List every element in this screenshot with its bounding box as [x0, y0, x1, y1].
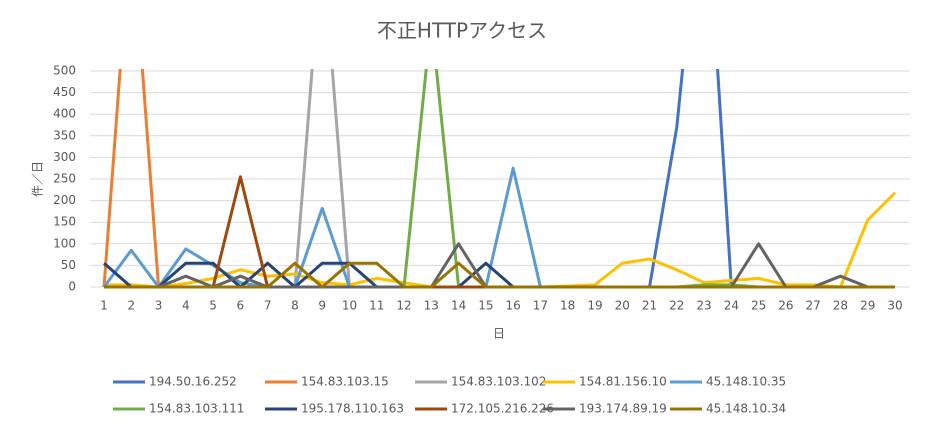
x-tick-label: 13 — [424, 299, 439, 313]
series-line — [104, 261, 895, 289]
y-axis-label: 件／日 — [31, 161, 45, 197]
legend-label: 154.83.103.111 — [149, 402, 244, 416]
y-tick-label: 500 — [53, 64, 76, 78]
x-tick-label: 12 — [396, 299, 411, 313]
x-tick-label: 2 — [127, 299, 135, 313]
x-tick-label: 19 — [587, 299, 602, 313]
x-tick-label: 20 — [615, 299, 630, 313]
x-tick-label: 10 — [342, 299, 357, 313]
x-tick-label: 24 — [724, 299, 739, 313]
legend-label: 194.50.16.252 — [149, 375, 237, 389]
x-tick-label: 17 — [533, 299, 548, 313]
legend: 194.50.16.252 154.83.103.15 154.83.103.102… — [113, 375, 786, 416]
y-tick-label: 450 — [53, 85, 76, 99]
x-tick-label: 23 — [696, 299, 711, 313]
legend-label: 172.105.216.226 — [451, 402, 554, 416]
plot-area — [102, 69, 897, 289]
legend-label: 45.148.10.35 — [706, 375, 786, 389]
x-tick-label: 6 — [237, 299, 245, 313]
x-tick-label: 1 — [100, 299, 108, 313]
x-tick-label: 4 — [182, 299, 190, 313]
x-tick-label: 7 — [264, 299, 272, 313]
y-tick-label: 300 — [53, 150, 76, 164]
y-tick-label: 200 — [53, 193, 76, 207]
x-tick-label: 25 — [751, 299, 766, 313]
y-tick-label: 50 — [61, 258, 76, 272]
x-tick-label: 22 — [669, 299, 684, 313]
legend-label: 193.174.89.19 — [579, 402, 667, 416]
x-tick-label: 21 — [642, 299, 657, 313]
x-tick-label: 26 — [778, 299, 793, 313]
x-tick-label: 15 — [478, 299, 493, 313]
y-tick-label: 350 — [53, 128, 76, 142]
x-tick-label: 18 — [560, 299, 575, 313]
x-tick-label: 11 — [369, 299, 384, 313]
y-tick-label: 150 — [53, 215, 76, 229]
x-tick-label: 3 — [155, 299, 163, 313]
x-tick-label: 9 — [318, 299, 326, 313]
x-tick-label: 5 — [209, 299, 217, 313]
x-tick-label: 8 — [291, 299, 299, 313]
y-tick-label: 0 — [68, 280, 76, 294]
legend-label: 154.81.156.10 — [579, 375, 667, 389]
legend-label: 154.83.103.102 — [451, 375, 546, 389]
x-tick-label: 28 — [833, 299, 848, 313]
legend-label: 195.178.110.163 — [301, 402, 404, 416]
chart-title: 不正HTTPアクセス — [377, 19, 547, 43]
x-tick-label: 30 — [887, 299, 902, 313]
legend-label: 154.83.103.15 — [301, 375, 389, 389]
y-tick-label: 400 — [53, 107, 76, 121]
y-tick-label: 250 — [53, 172, 76, 186]
x-tick-label: 14 — [451, 299, 466, 313]
x-tick-label: 16 — [505, 299, 520, 313]
x-tick-label: 29 — [860, 299, 875, 313]
y-tick-label: 100 — [53, 236, 76, 250]
x-axis-label: 日 — [493, 327, 505, 341]
x-tick-label: 27 — [806, 299, 821, 313]
legend-label: 45.148.10.34 — [706, 402, 786, 416]
